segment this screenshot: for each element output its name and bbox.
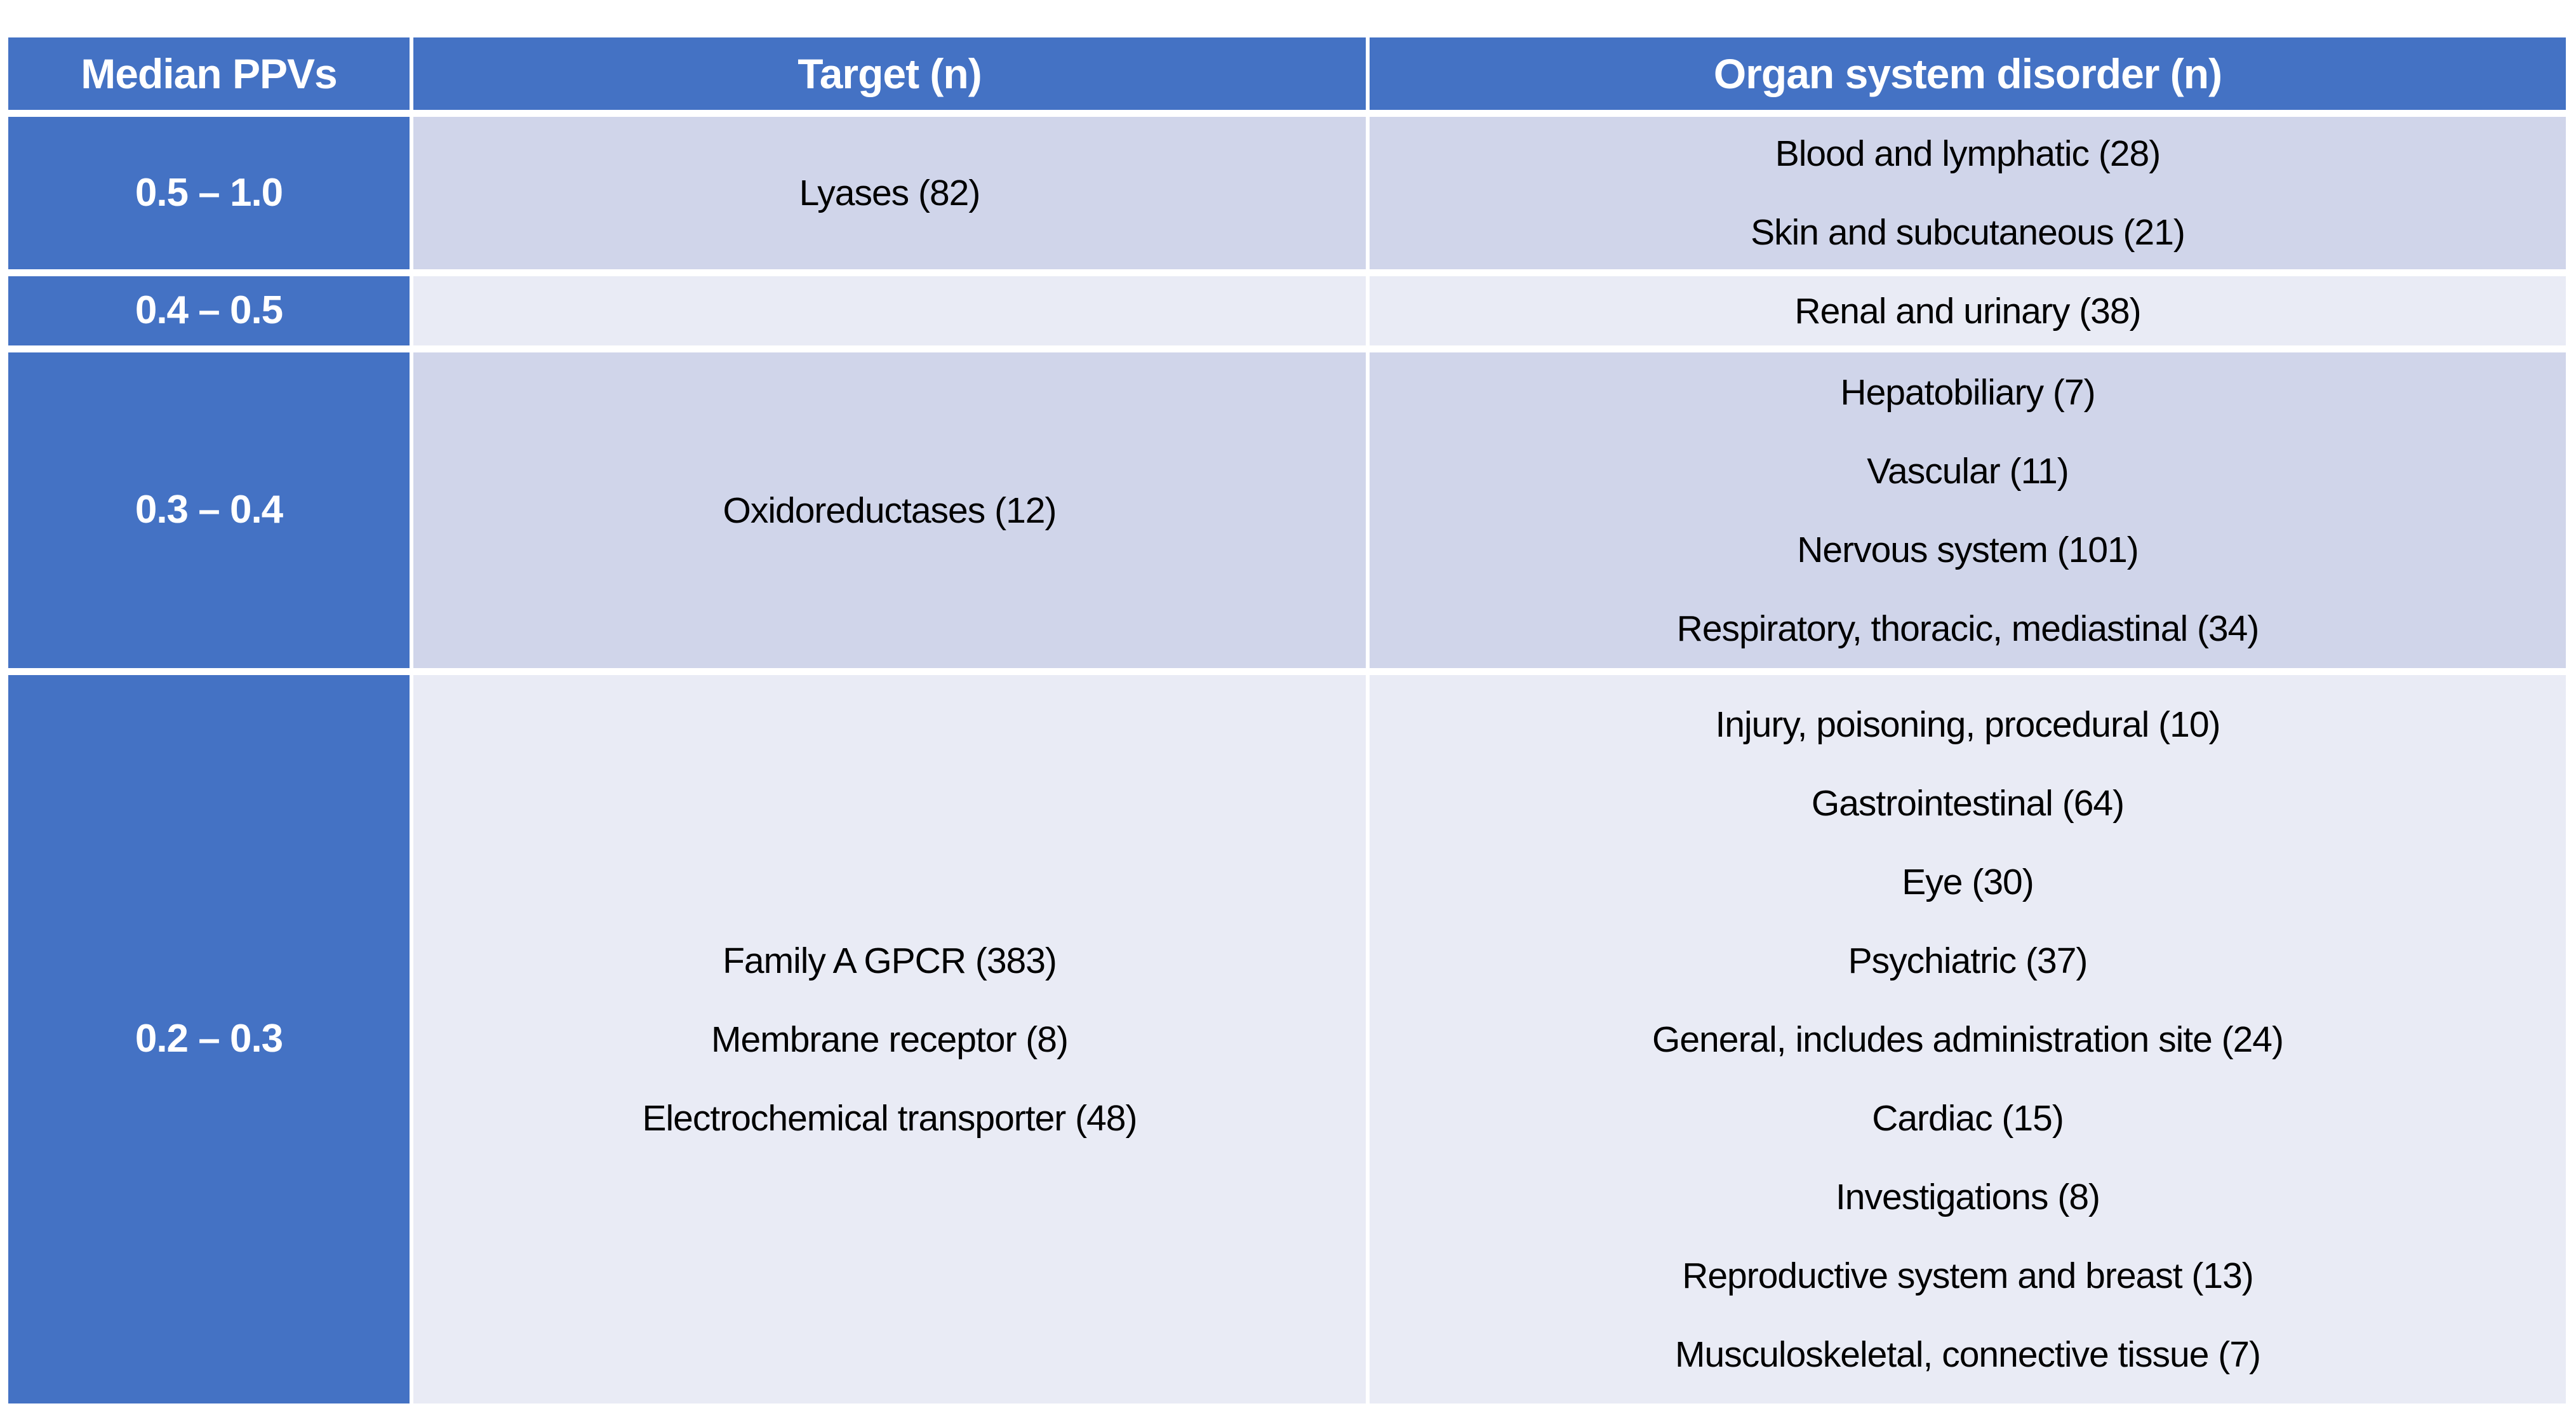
- cell-line: Gastrointestinal (64): [1811, 782, 2125, 824]
- cell-line: Reproductive system and breast (13): [1682, 1255, 2254, 1296]
- cell-line: Musculoskeletal, connective tissue (7): [1675, 1334, 2261, 1375]
- ppv-range-0_4-0_5: 0.4 – 0.5: [8, 276, 410, 345]
- cell-line: Injury, poisoning, procedural (10): [1715, 704, 2220, 745]
- cell-line: Nervous system (101): [1797, 529, 2139, 570]
- cell-line: Lyases (82): [799, 173, 981, 213]
- targets-cell-row-4: Family A GPCR (383) Membrane receptor (8)…: [413, 675, 1366, 1403]
- cell-line: Skin and subcutaneous (21): [1751, 212, 2186, 253]
- cell-line: Psychiatric (37): [1848, 940, 2088, 981]
- organs-cell-row-3: Hepatobiliary (7) Vascular (11) Nervous sy…: [1370, 352, 2566, 668]
- header-median-ppvs: Median PPVs: [8, 37, 410, 110]
- targets-cell-row-3: Oxidoreductases (12): [413, 352, 1366, 668]
- ppv-range-0_5-1_0: 0.5 – 1.0: [8, 117, 410, 269]
- organs-cell-row-2: Renal and urinary (38): [1370, 276, 2566, 345]
- ppv-range-0_3-0_4: 0.3 – 0.4: [8, 352, 410, 668]
- cell-line: Family A GPCR (383): [723, 940, 1057, 981]
- cell-line: General, includes administration site (2…: [1652, 1019, 2284, 1060]
- cell-line: Respiratory, thoracic, mediastinal (34): [1676, 608, 2260, 649]
- header-target: Target (n): [413, 37, 1366, 110]
- ppv-range-0_2-0_3: 0.2 – 0.3: [8, 675, 410, 1403]
- organs-cell-row-1: Blood and lymphatic (28) Skin and subcuta…: [1370, 117, 2566, 269]
- cell-line: Blood and lymphatic (28): [1775, 133, 2161, 174]
- cell-line: Cardiac (15): [1872, 1097, 2064, 1139]
- targets-cell-row-2: [413, 276, 1366, 345]
- cell-line: Hepatobiliary (7): [1840, 372, 2095, 413]
- cell-line: Eye (30): [1902, 861, 2034, 902]
- cell-line: Renal and urinary (38): [1794, 290, 2141, 332]
- cell-line: Oxidoreductases (12): [723, 490, 1057, 531]
- cell-line: Investigations (8): [1835, 1176, 2100, 1217]
- organs-cell-row-4: Injury, poisoning, procedural (10) Gastro…: [1370, 675, 2566, 1403]
- median-ppv-table: Median PPVs Target (n) Organ system diso…: [8, 37, 2566, 1403]
- cell-line: Membrane receptor (8): [711, 1019, 1069, 1060]
- cell-line: Vascular (11): [1867, 450, 2069, 492]
- targets-cell-row-1: Lyases (82): [413, 117, 1366, 269]
- header-organ-system-disorder: Organ system disorder (n): [1370, 37, 2566, 110]
- cell-line: Electrochemical transporter (48): [642, 1097, 1138, 1139]
